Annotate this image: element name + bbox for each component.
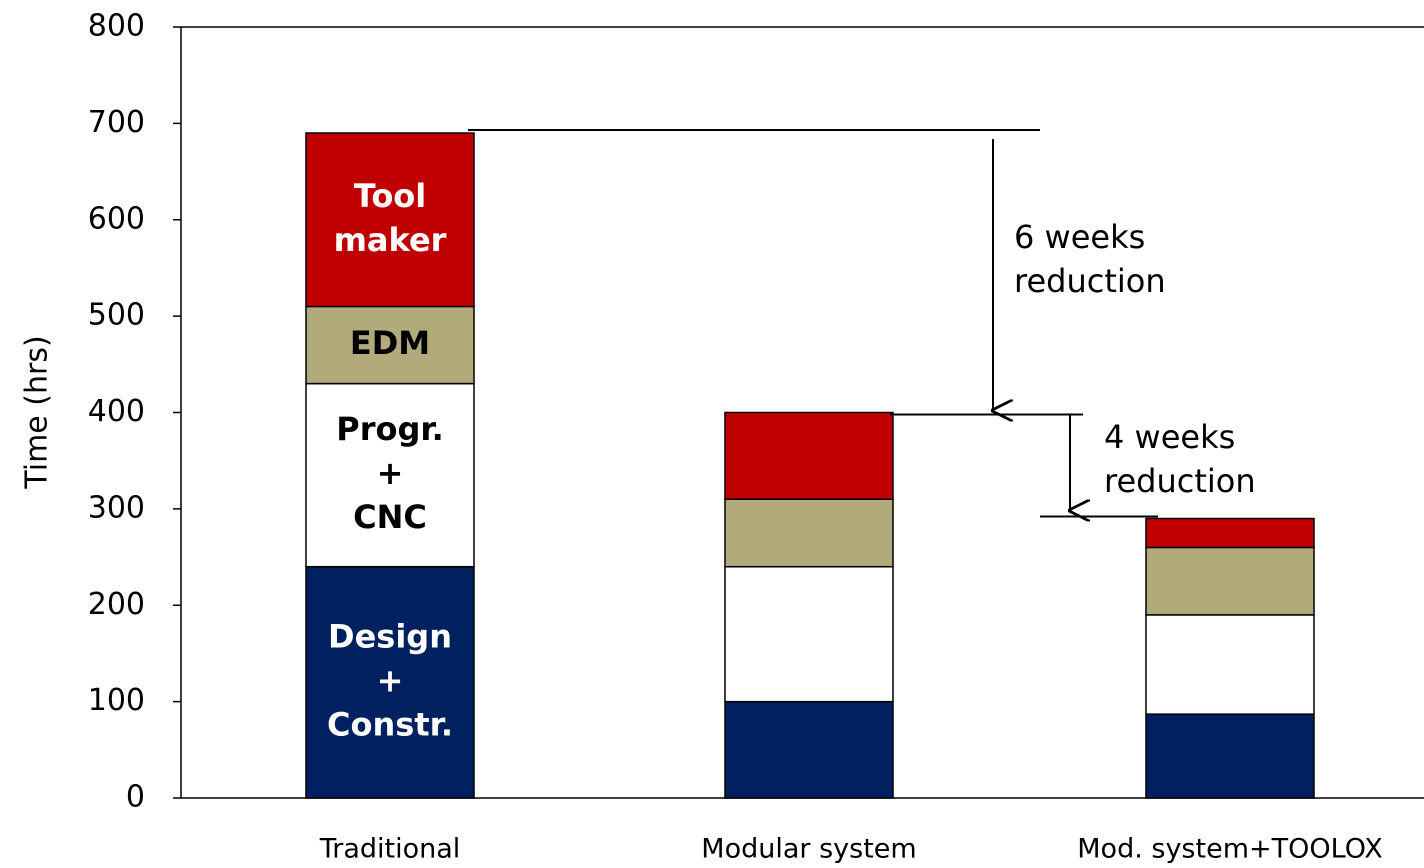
y-tick-label: 100 bbox=[88, 683, 145, 718]
y-tick-label: 300 bbox=[88, 490, 145, 525]
y-tick-label: 200 bbox=[88, 587, 145, 622]
x-tick-label: Mod. system+TOOLOX bbox=[1077, 834, 1382, 865]
bar-segment bbox=[305, 305, 475, 385]
bar-segment bbox=[1145, 713, 1315, 799]
y-axis-label: Time (hrs) bbox=[20, 335, 55, 489]
segment-label: Design + Constr. bbox=[327, 617, 453, 743]
y-tick-label: 400 bbox=[88, 394, 145, 429]
x-tick-label: Modular system bbox=[701, 834, 916, 865]
bar-segment bbox=[305, 382, 475, 568]
y-tick-label: 500 bbox=[88, 298, 145, 333]
annotation: 6 weeks reduction bbox=[1014, 218, 1166, 300]
bar-segment bbox=[724, 565, 894, 703]
bar-segment bbox=[1145, 546, 1315, 616]
y-tick-label: 700 bbox=[88, 105, 145, 140]
y-tick-label: 800 bbox=[88, 9, 145, 44]
bar-segment bbox=[1145, 517, 1315, 549]
bar-segment bbox=[724, 411, 894, 500]
bar-segment bbox=[305, 132, 475, 308]
x-tick-label: Traditional bbox=[319, 834, 461, 865]
segment-label: Tool maker bbox=[334, 177, 447, 259]
y-tick-label: 0 bbox=[126, 780, 145, 815]
bar-segment bbox=[724, 498, 894, 568]
segment-label: EDM bbox=[350, 324, 430, 362]
y-tick-label: 600 bbox=[88, 201, 145, 236]
segment-label: Progr. + CNC bbox=[336, 410, 444, 536]
bar-segment bbox=[1145, 614, 1315, 715]
annotation: 4 weeks reduction bbox=[1104, 418, 1256, 500]
bar-segment bbox=[724, 700, 894, 799]
